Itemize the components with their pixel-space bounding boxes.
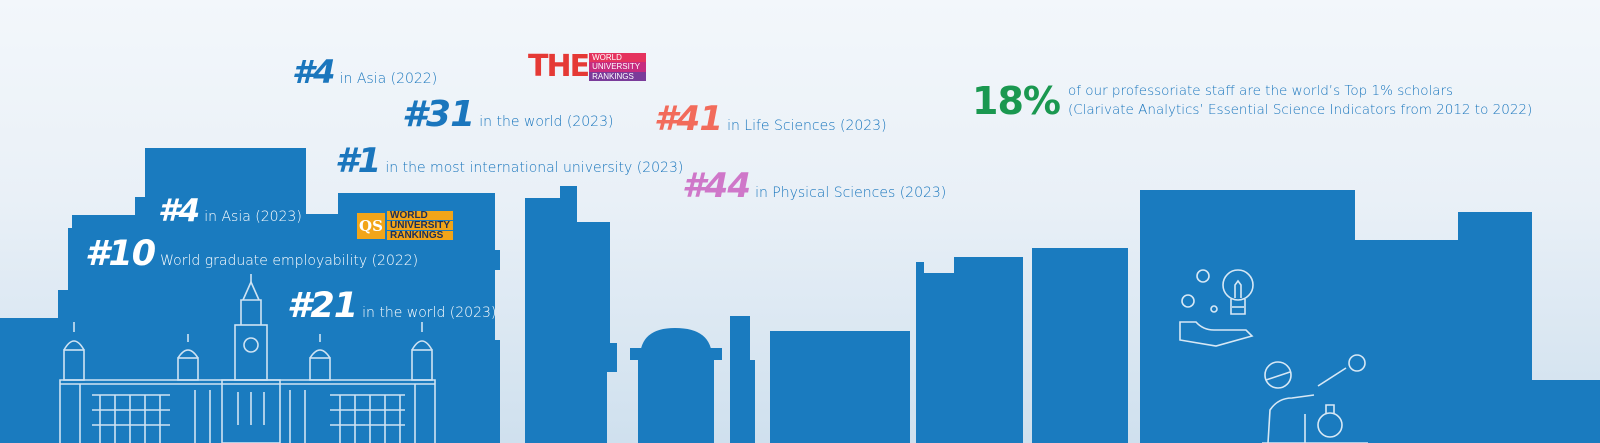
the-international-rank: #1: [335, 141, 381, 181]
lightbulb-gears-hand-icon: [1179, 269, 1254, 347]
qs-logo-line-3: RANKINGS: [387, 231, 454, 241]
qs-asia-rank: #4: [158, 193, 200, 229]
scholars-percent: 18%: [972, 79, 1061, 123]
scholars-line-2: (Clarivate Analytics’ Essential Science …: [1067, 102, 1533, 118]
qs-logo-line-1: WORLD: [387, 211, 454, 221]
scientist-icon: [1262, 354, 1368, 443]
the-physical-sciences-ranking: #44 in Physical Sciences (2023): [682, 169, 946, 203]
the-life-sciences-ranking: #41 in Life Sciences (2023): [654, 102, 887, 136]
the-physical-sciences-text: in Physical Sciences (2023): [755, 185, 947, 201]
the-life-sciences-rank: #41: [654, 99, 723, 139]
main-building-icon: [59, 274, 436, 443]
qs-rankings-logo: QS WORLD UNIVERSITY RANKINGS: [357, 211, 454, 241]
the-logo-line-3: RANKINGS: [589, 71, 647, 82]
the-life-sciences-text: in Life Sciences (2023): [727, 118, 887, 134]
qs-world-rank: #21: [287, 286, 358, 326]
the-rankings-logo: THE WORLD UNIVERSITY RANKINGS: [528, 49, 647, 84]
scholars-stat: 18% of our professoriate staff are the w…: [972, 82, 1532, 120]
the-world-text: in the world (2023): [479, 114, 614, 130]
qs-logo-line-2: UNIVERSITY: [387, 221, 454, 231]
the-asia-text: in Asia (2022): [339, 71, 438, 87]
the-international-text: in the most international university (20…: [385, 160, 684, 176]
the-logo-line-1: WORLD: [589, 52, 647, 63]
the-world-ranking: #31 in the world (2023): [402, 97, 613, 133]
qs-world-ranking: #21 in the world (2023): [287, 289, 496, 324]
the-asia-rank: #4: [292, 53, 336, 91]
qs-employability-text: World graduate employability (2022): [160, 253, 419, 269]
the-world-rank: #31: [402, 94, 475, 135]
qs-employability-ranking: #10 World graduate employability (2022): [85, 237, 418, 272]
the-logo-line-2: UNIVERSITY: [589, 62, 647, 72]
scholars-line-1: of our professoriate staff are the world…: [1067, 83, 1454, 99]
qs-employability-rank: #10: [85, 234, 156, 274]
the-international-ranking: #1 in the most international university …: [335, 144, 683, 178]
qs-asia-text: in Asia (2023): [204, 209, 302, 225]
qs-logo-mark: QS: [357, 213, 385, 239]
the-asia-ranking: #4 in Asia (2022): [292, 56, 437, 88]
qs-asia-ranking: #4 in Asia (2023): [158, 196, 302, 227]
qs-world-text: in the world (2023): [362, 305, 497, 321]
the-physical-sciences-rank: #44: [682, 166, 751, 206]
the-logo-mark: THE: [528, 49, 590, 84]
